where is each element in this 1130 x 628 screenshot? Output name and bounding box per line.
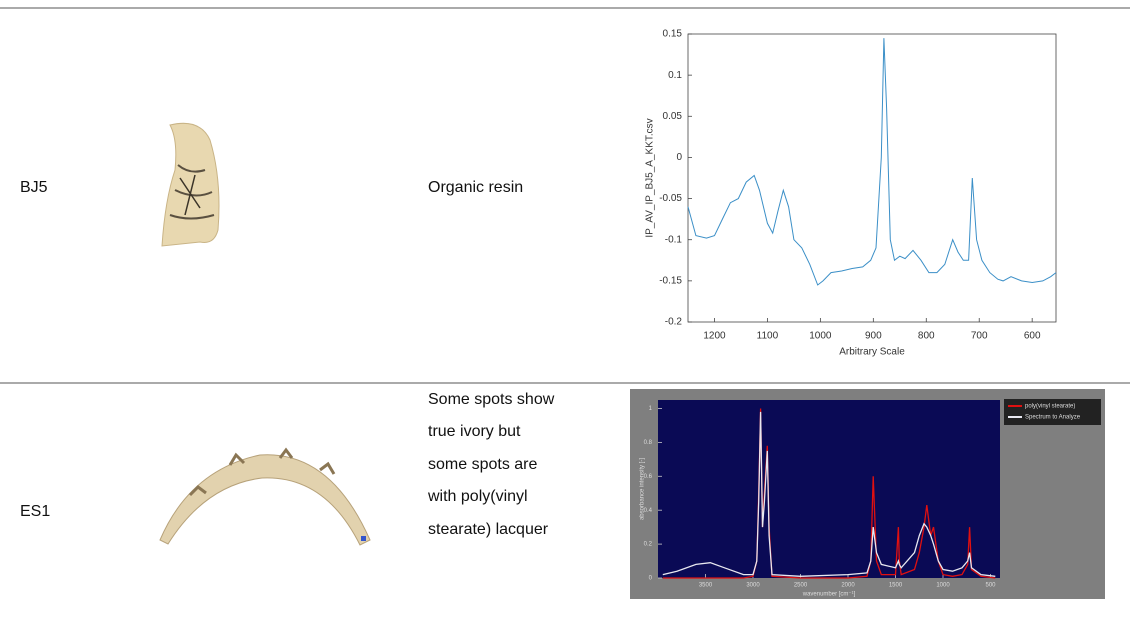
x-tick-label: 1000	[809, 331, 832, 342]
y-tick-label: 0.05	[663, 111, 683, 122]
x-tick-label: 1100	[757, 331, 779, 342]
description: stearate) lacquer	[428, 521, 549, 538]
y-tick-label: 0.1	[668, 70, 682, 81]
description: true ivory but	[428, 423, 521, 440]
x-tick-label: 500	[985, 583, 996, 589]
sample-id: BJ5	[20, 179, 48, 196]
y-tick-label: 0	[676, 152, 682, 163]
document: BJ5 Organic resin 0.15 0.1 0.05 0 -0.05 -0.1 -0.…	[0, 0, 1130, 628]
x-tick-label: 2000	[841, 583, 855, 589]
sample-id: ES1	[20, 503, 50, 520]
description: Organic resin	[428, 179, 523, 196]
y-tick-label: 0.2	[644, 542, 653, 548]
plot-area	[688, 34, 1056, 322]
plot-area	[658, 400, 1000, 578]
y-tick-label: 0.8	[644, 440, 653, 446]
legend-label: Spectrum to Analyze	[1025, 415, 1081, 421]
x-tick-label: 900	[865, 331, 882, 342]
y-tick-label: 0.15	[663, 29, 683, 40]
description: Some spots show	[428, 391, 555, 408]
x-tick-label: 1200	[703, 331, 726, 342]
x-tick-label: 2500	[794, 583, 808, 589]
y-axis-label: absorbance intensity [-]	[640, 458, 646, 520]
x-tick-label: 3000	[746, 583, 760, 589]
sample-photo	[162, 123, 219, 246]
x-tick-label: 800	[918, 331, 935, 342]
description: with poly(vinyl	[427, 488, 528, 505]
y-tick-label: -0.1	[665, 234, 683, 245]
y-tick-label: -0.2	[665, 317, 683, 328]
sample-photo	[160, 450, 370, 545]
x-axis-label: Arbitrary Scale	[839, 347, 905, 358]
y-tick-label: -0.05	[659, 193, 682, 204]
x-axis-label: wavenumber [cm⁻¹]	[802, 592, 856, 598]
x-tick-label: 3500	[699, 583, 713, 589]
x-tick-label: 700	[971, 331, 988, 342]
chart: 0.15 0.1 0.05 0 -0.05 -0.1 -0.15 -0.2 1200 1100 10…	[645, 29, 1056, 358]
page: BJ5 Organic resin 0.15 0.1 0.05 0 -0.05 -0.1 -0.…	[0, 0, 1130, 628]
description: some spots are	[428, 456, 537, 473]
y-axis-label: IP_AV_IP_BJ5_A_KKT.csv	[645, 118, 656, 237]
x-tick-label: 1000	[936, 583, 950, 589]
x-tick-label: 600	[1024, 331, 1041, 342]
y-tick-label: -0.15	[659, 275, 682, 286]
x-tick-label: 1500	[889, 583, 903, 589]
legend-label: poly(vinyl stearate)	[1025, 404, 1075, 410]
